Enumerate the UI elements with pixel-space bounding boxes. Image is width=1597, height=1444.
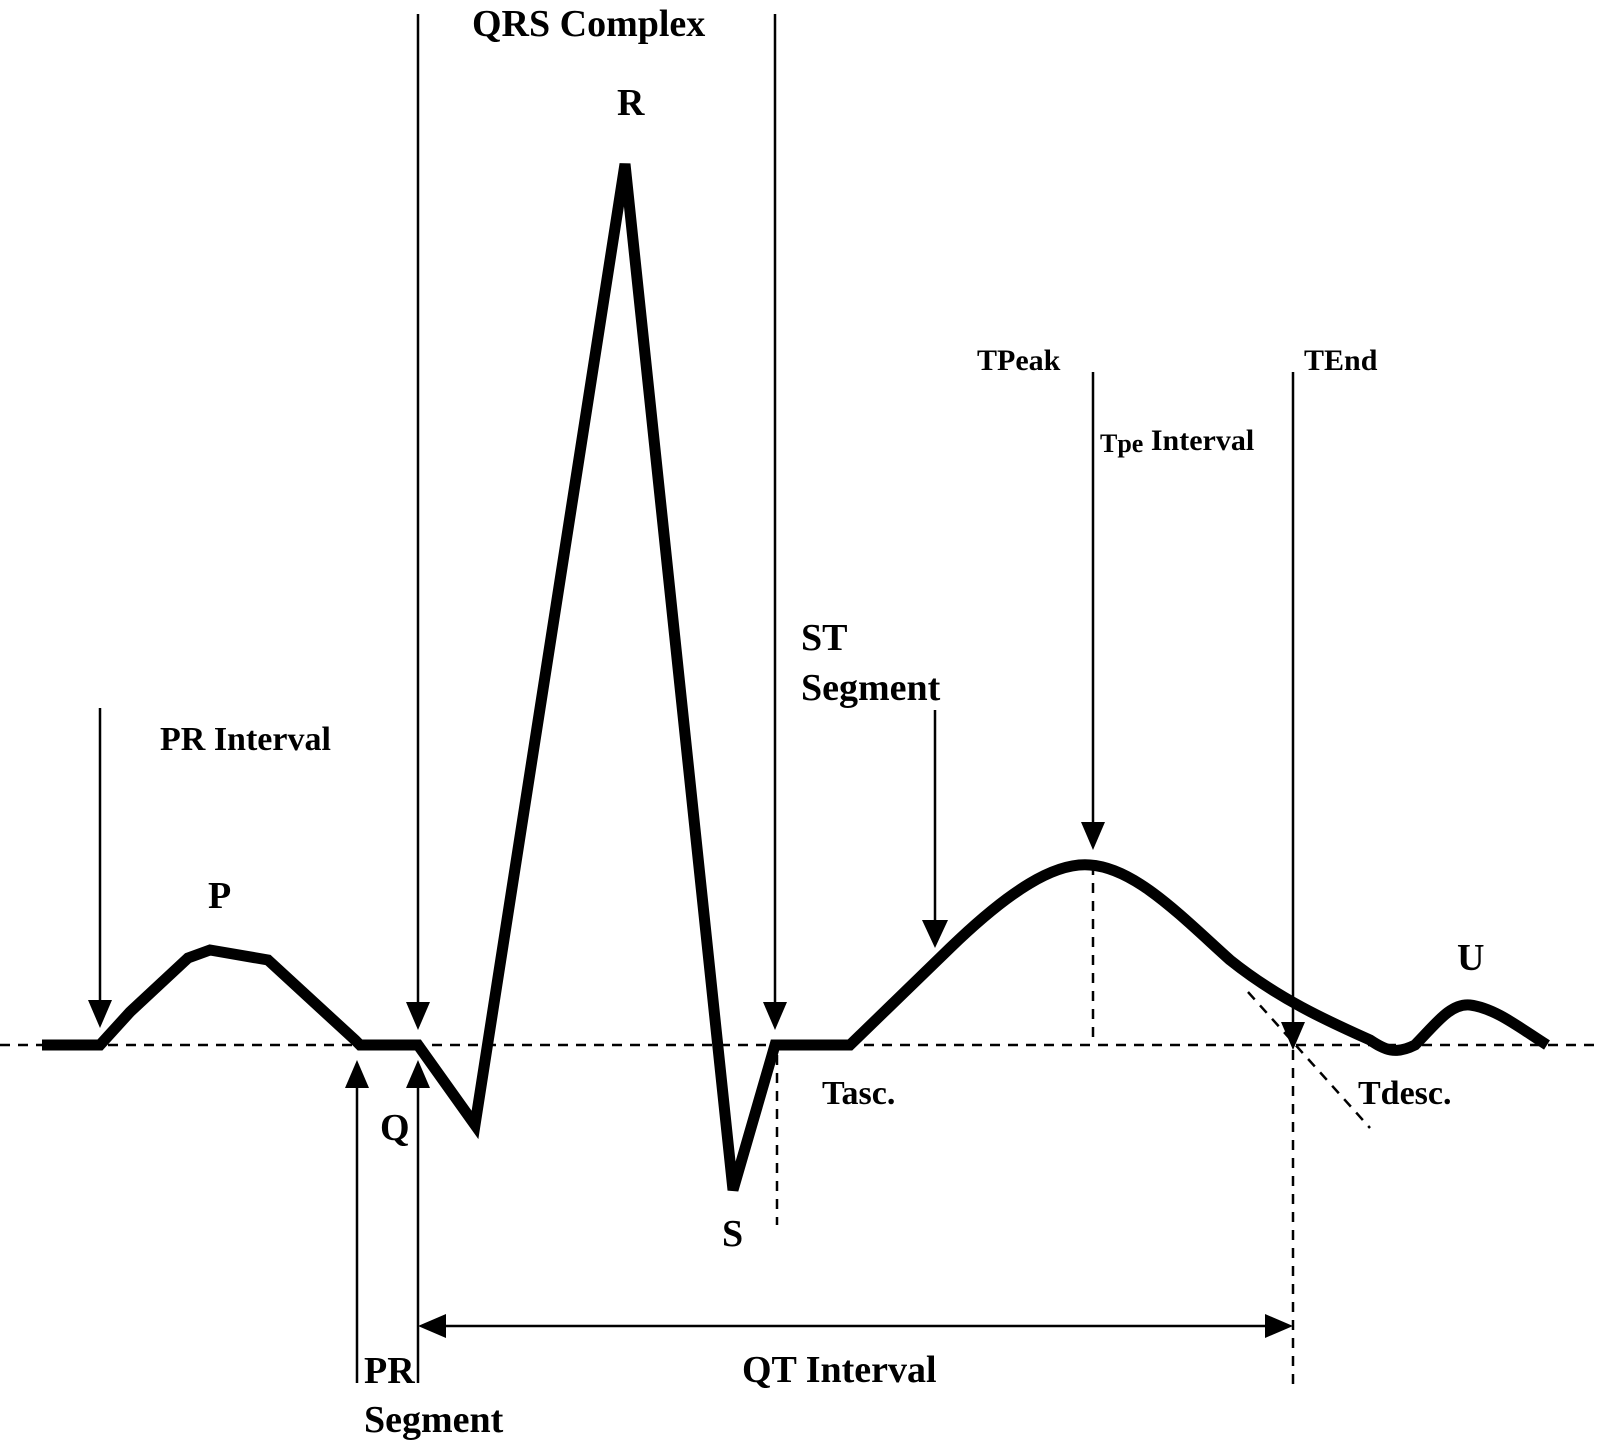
tpe-prefix: Tpe [1100, 429, 1143, 458]
p-wave-label: P [208, 875, 231, 917]
ecg-waveform [42, 163, 1550, 1192]
qrs-end-arrowhead [763, 1002, 787, 1030]
st-segment-label-line2: Segment [801, 667, 941, 709]
tpe-interval-text: Interval [1143, 424, 1254, 457]
qt-arrowhead-right [1265, 1314, 1293, 1338]
pr-interval-label: PR Interval [160, 721, 331, 758]
pr-segment-arrowhead-right [406, 1060, 430, 1088]
s-wave-label: S [722, 1213, 743, 1255]
t-end-arrowhead [1281, 1022, 1305, 1050]
tpe-interval-label: Tpe Interval [1100, 424, 1254, 458]
t-asc-label: Tasc. [822, 1075, 895, 1112]
t-desc-label: Tdesc. [1358, 1075, 1452, 1112]
t-end-label: TEnd [1304, 344, 1378, 377]
qt-interval-label: QT Interval [742, 1349, 937, 1391]
pr-segment-label-line2: Segment [364, 1399, 504, 1441]
pr-segment-arrowhead-left [345, 1060, 369, 1088]
st-segment-label-line1: ST [801, 617, 847, 659]
pr-segment-label-line1: PR [364, 1350, 415, 1392]
qrs-start-arrowhead [406, 1002, 430, 1030]
t-peak-label: TPeak [977, 344, 1061, 377]
qt-arrowhead-left [418, 1314, 446, 1338]
t-desc-tangent [1247, 991, 1371, 1129]
r-wave-label: R [617, 82, 645, 124]
st-segment-arrowhead [922, 920, 948, 948]
qrs-complex-label: QRS Complex [472, 3, 705, 45]
u-wave-label: U [1457, 937, 1484, 979]
t-peak-arrowhead [1081, 822, 1105, 850]
pr-interval-arrowhead [88, 1000, 112, 1028]
q-wave-label: Q [380, 1107, 410, 1149]
